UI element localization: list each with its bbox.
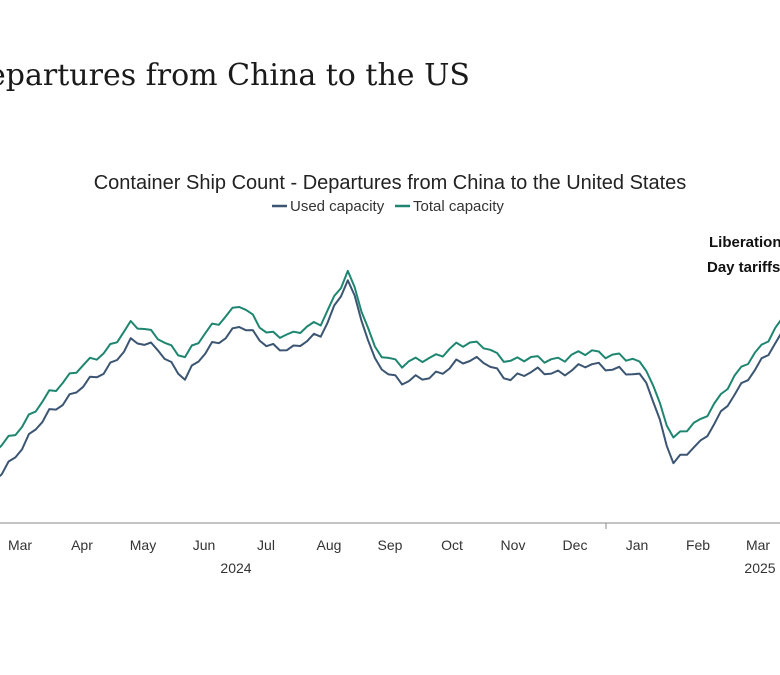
x-tick-label: Jun	[193, 537, 216, 553]
series-line-used-capacity	[0, 279, 780, 478]
x-tick-label: Mar	[746, 537, 770, 553]
year-label-2024: 2024	[220, 560, 251, 576]
x-tick-label: Apr	[71, 537, 93, 553]
chart-legend: Used capacity Total capacity	[272, 198, 504, 215]
x-tick-label: May	[130, 537, 156, 553]
page-title: Departures from China to the US	[0, 58, 470, 93]
x-tick-label: Oct	[441, 537, 463, 553]
annotation-line-1: Liberation	[709, 234, 780, 251]
x-tick-labels: Mar Apr May Jun Jul Aug Sep Oct Nov Dec Jan Feb Mar	[8, 537, 770, 553]
x-tick-label: Dec	[563, 537, 588, 553]
x-tick-label: Jul	[257, 537, 275, 553]
series-line-total-capacity	[0, 269, 780, 449]
year-label-2025: 2025	[744, 560, 775, 576]
x-tick-label: Jan	[626, 537, 649, 553]
legend-label-used: Used capacity	[290, 198, 385, 215]
x-tick-label: Mar	[8, 537, 32, 553]
legend-label-total: Total capacity	[413, 198, 504, 215]
x-tick-label: Sep	[378, 537, 403, 553]
chart-title: Container Ship Count - Departures from C…	[94, 172, 687, 194]
x-tick-label: Feb	[686, 537, 710, 553]
x-tick-label: Nov	[501, 537, 526, 553]
x-tick-label: Aug	[317, 537, 342, 553]
annotation-line-2: Day tariffs	[707, 259, 780, 276]
